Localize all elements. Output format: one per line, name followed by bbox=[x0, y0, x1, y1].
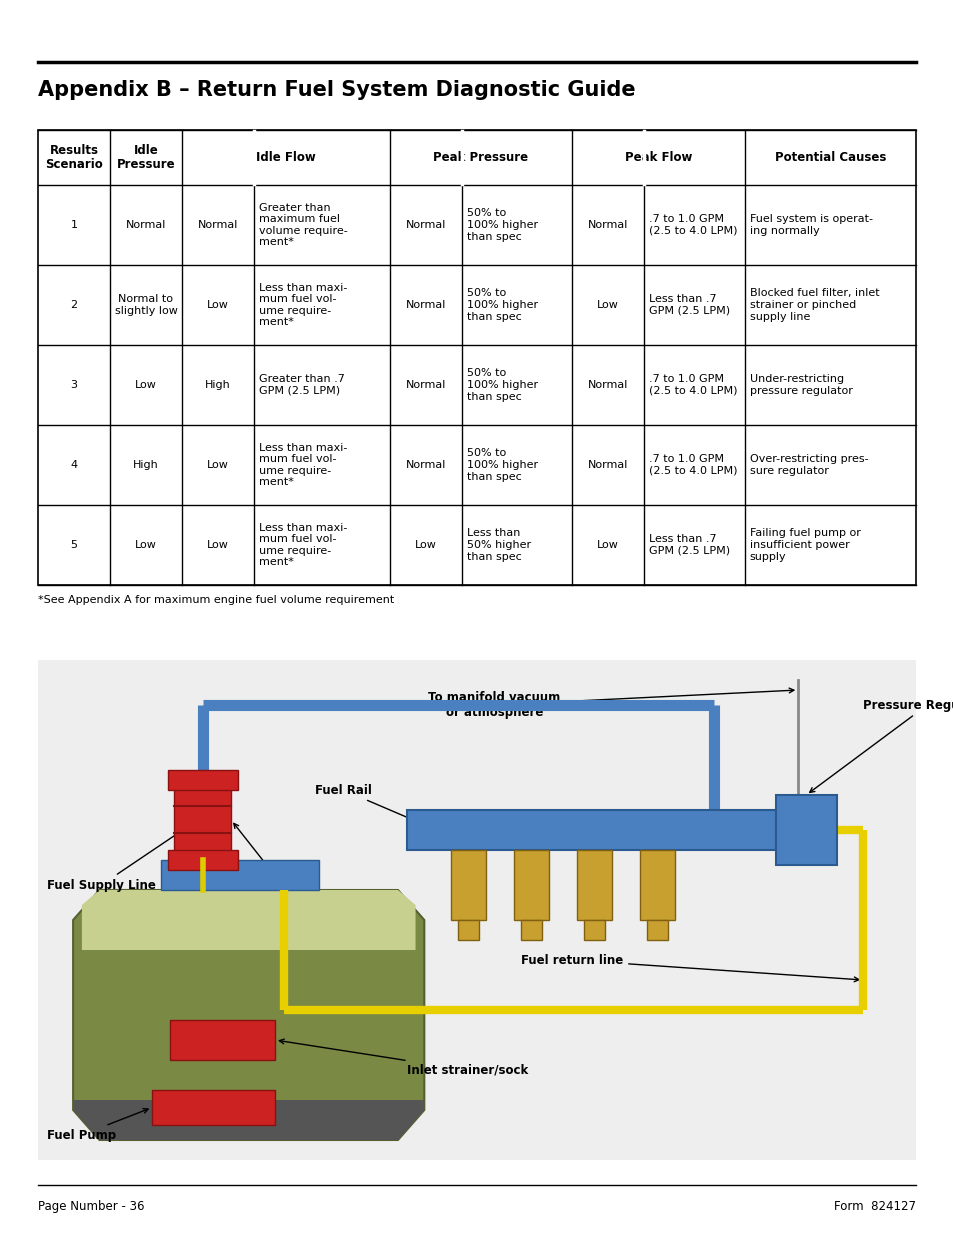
Text: Low: Low bbox=[207, 300, 229, 310]
Bar bbox=[457, 920, 478, 940]
Bar bbox=[514, 850, 548, 920]
Text: Blocked fuel filter, inlet
strainer or pinched
supply line: Blocked fuel filter, inlet strainer or p… bbox=[749, 289, 879, 321]
Polygon shape bbox=[73, 890, 424, 1140]
Text: Fuel system is operat-
ing normally: Fuel system is operat- ing normally bbox=[749, 214, 872, 236]
Text: Low: Low bbox=[415, 540, 436, 550]
Text: Normal: Normal bbox=[587, 459, 627, 471]
Text: 3: 3 bbox=[71, 380, 77, 390]
Bar bbox=[38, 659, 915, 1160]
Text: Form  824127: Form 824127 bbox=[833, 1200, 915, 1213]
Bar bbox=[38, 130, 915, 585]
Text: 50% to
100% higher
than spec: 50% to 100% higher than spec bbox=[467, 289, 537, 321]
Text: .7 to 1.0 GPM
(2.5 to 4.0 LPM): .7 to 1.0 GPM (2.5 to 4.0 LPM) bbox=[648, 214, 737, 236]
Text: 50% to
100% higher
than spec: 50% to 100% higher than spec bbox=[467, 209, 537, 242]
Text: 2: 2 bbox=[71, 300, 77, 310]
Text: To manifold vacuum
or atmosphere: To manifold vacuum or atmosphere bbox=[428, 688, 793, 719]
Text: Normal: Normal bbox=[405, 220, 446, 230]
Bar bbox=[583, 920, 604, 940]
Text: Appendix B – Return Fuel System Diagnostic Guide: Appendix B – Return Fuel System Diagnost… bbox=[38, 80, 635, 100]
Text: Less than
50% higher
than spec: Less than 50% higher than spec bbox=[467, 529, 531, 562]
Text: .7 to 1.0 GPM
(2.5 to 4.0 LPM): .7 to 1.0 GPM (2.5 to 4.0 LPM) bbox=[648, 374, 737, 395]
Bar bbox=[168, 769, 238, 790]
Bar bbox=[775, 795, 836, 864]
Text: Pressure Regulator: Pressure Regulator bbox=[809, 699, 953, 793]
Bar bbox=[173, 781, 231, 860]
Text: Normal to
slightly low: Normal to slightly low bbox=[114, 294, 177, 316]
Text: Peak Flow: Peak Flow bbox=[624, 151, 691, 164]
Text: Normal: Normal bbox=[126, 220, 166, 230]
Text: Normal: Normal bbox=[587, 380, 627, 390]
Text: Under-restricting
pressure regulator: Under-restricting pressure regulator bbox=[749, 374, 852, 395]
Text: Fuel Filter: Fuel Filter bbox=[233, 824, 315, 892]
Bar bbox=[639, 850, 675, 920]
Text: Normal: Normal bbox=[405, 300, 446, 310]
Text: 4: 4 bbox=[71, 459, 77, 471]
Text: Results
Scenario: Results Scenario bbox=[45, 143, 103, 172]
Text: Fuel return line: Fuel return line bbox=[520, 953, 858, 982]
Text: Low: Low bbox=[597, 300, 618, 310]
Text: *See Appendix A for maximum engine fuel volume requirement: *See Appendix A for maximum engine fuel … bbox=[38, 595, 394, 605]
Text: Page Number - 36: Page Number - 36 bbox=[38, 1200, 144, 1213]
Text: High: High bbox=[205, 380, 231, 390]
Text: High: High bbox=[133, 459, 159, 471]
Bar bbox=[406, 810, 775, 850]
Text: Normal: Normal bbox=[405, 380, 446, 390]
Text: Normal: Normal bbox=[405, 459, 446, 471]
Text: Less than maxi-
mum fuel vol-
ume require-
ment*: Less than maxi- mum fuel vol- ume requir… bbox=[258, 442, 347, 488]
Text: Peak Pressure: Peak Pressure bbox=[433, 151, 528, 164]
Text: Low: Low bbox=[207, 459, 229, 471]
Text: Less than .7
GPM (2.5 LPM): Less than .7 GPM (2.5 LPM) bbox=[648, 535, 729, 556]
Bar bbox=[647, 920, 668, 940]
Text: Low: Low bbox=[597, 540, 618, 550]
Text: Idle Flow: Idle Flow bbox=[256, 151, 315, 164]
Text: 50% to
100% higher
than spec: 50% to 100% higher than spec bbox=[467, 368, 537, 401]
Bar bbox=[168, 850, 238, 869]
Bar bbox=[170, 1020, 274, 1060]
Text: Fuel Rail: Fuel Rail bbox=[314, 783, 433, 829]
Text: Inlet strainer/sock: Inlet strainer/sock bbox=[279, 1039, 527, 1077]
Bar bbox=[152, 1091, 274, 1125]
Text: 50% to
100% higher
than spec: 50% to 100% higher than spec bbox=[467, 448, 537, 482]
Text: 1: 1 bbox=[71, 220, 77, 230]
Text: Low: Low bbox=[135, 540, 156, 550]
Text: Less than maxi-
mum fuel vol-
ume require-
ment*: Less than maxi- mum fuel vol- ume requir… bbox=[258, 283, 347, 327]
Bar bbox=[577, 850, 612, 920]
Text: Over-restricting pres-
sure regulator: Over-restricting pres- sure regulator bbox=[749, 454, 867, 475]
Bar bbox=[450, 850, 485, 920]
Text: Fuel Supply Line: Fuel Supply Line bbox=[47, 823, 193, 892]
Text: Fuel Pump: Fuel Pump bbox=[47, 1109, 148, 1141]
Text: Less than maxi-
mum fuel vol-
ume require-
ment*: Less than maxi- mum fuel vol- ume requir… bbox=[258, 522, 347, 567]
Text: 5: 5 bbox=[71, 540, 77, 550]
Text: Low: Low bbox=[135, 380, 156, 390]
Text: Less than .7
GPM (2.5 LPM): Less than .7 GPM (2.5 LPM) bbox=[648, 294, 729, 316]
Text: Potential Causes: Potential Causes bbox=[774, 151, 885, 164]
Polygon shape bbox=[82, 890, 416, 950]
Bar bbox=[161, 860, 318, 890]
Polygon shape bbox=[73, 1100, 424, 1140]
Text: Normal: Normal bbox=[197, 220, 238, 230]
Text: Low: Low bbox=[207, 540, 229, 550]
Text: Normal: Normal bbox=[587, 220, 627, 230]
Bar bbox=[520, 920, 541, 940]
Text: Failing fuel pump or
insufficient power
supply: Failing fuel pump or insufficient power … bbox=[749, 529, 860, 562]
Text: Greater than .7
GPM (2.5 LPM): Greater than .7 GPM (2.5 LPM) bbox=[258, 374, 344, 395]
Text: Greater than
maximum fuel
volume require-
ment*: Greater than maximum fuel volume require… bbox=[258, 203, 348, 247]
Text: .7 to 1.0 GPM
(2.5 to 4.0 LPM): .7 to 1.0 GPM (2.5 to 4.0 LPM) bbox=[648, 454, 737, 475]
Text: Idle
Pressure: Idle Pressure bbox=[116, 143, 175, 172]
